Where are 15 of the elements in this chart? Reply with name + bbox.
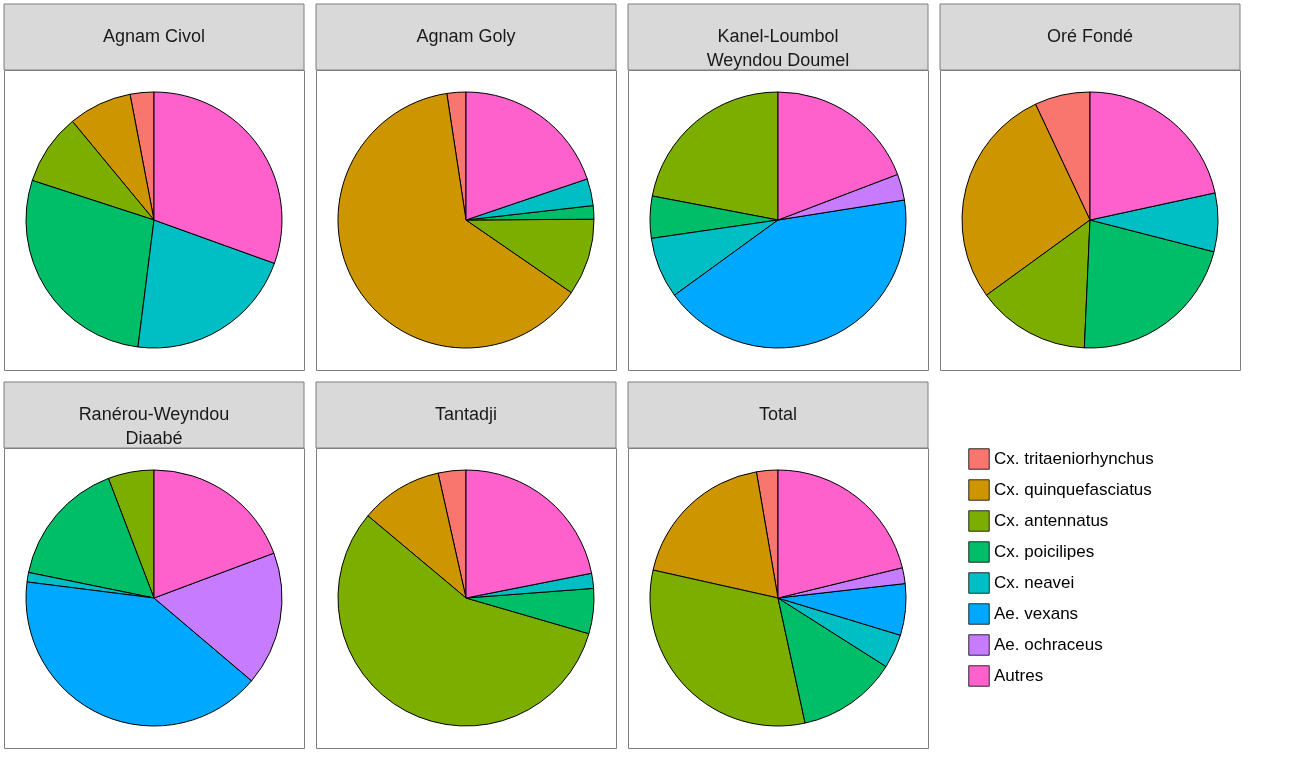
chart-title: Kanel-Loumbol Weyndou Doumel xyxy=(706,26,850,70)
chart-title: Tantadji xyxy=(434,404,498,424)
legend-label: Cx. antennatus xyxy=(994,511,1109,530)
chart-title: Oré Fondé xyxy=(1046,26,1134,46)
legend-label: Ae. vexans xyxy=(994,604,1079,623)
legend-label: Cx. tritaeniorhynchus xyxy=(994,449,1154,468)
chart-title: Agnam Goly xyxy=(416,26,516,46)
chart-title: Ranérou-Weyndou Diaabé xyxy=(78,404,230,448)
legend-label: Ae. ochraceus xyxy=(994,635,1103,654)
chart-title: Total xyxy=(758,404,798,424)
legend-label: Cx. neavei xyxy=(994,573,1075,592)
chart-title: Agnam Civol xyxy=(102,26,206,46)
legend-label: Cx. quinquefasciatus xyxy=(994,480,1152,499)
legend-label: Autres xyxy=(994,666,1044,685)
legend-label: Cx. poicilipes xyxy=(994,542,1095,561)
